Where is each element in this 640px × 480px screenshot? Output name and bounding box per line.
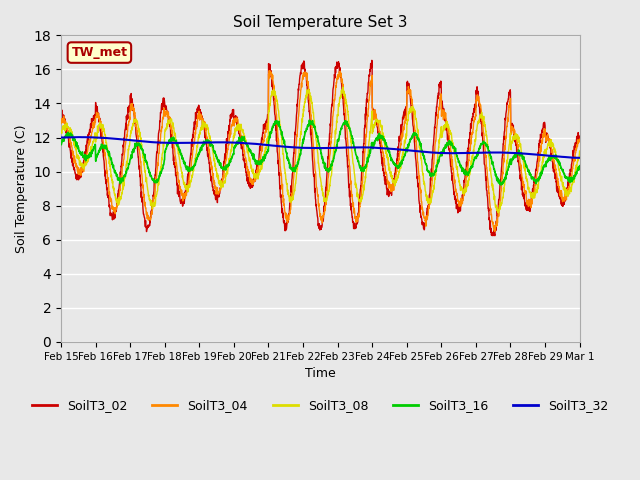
SoilT3_04 (266, 68, 273, 73)
SoilT3_32 (57, 134, 65, 140)
SoilT3_32 (347, 144, 355, 150)
SoilT3_08 (576, 148, 584, 154)
SoilT3_04 (202, 128, 209, 133)
SoilT3_02 (576, 135, 584, 141)
SoilT3_32 (530, 152, 538, 157)
SoilT3_16 (57, 142, 65, 147)
SoilT3_02 (335, 63, 343, 69)
SoilT3_04 (471, 116, 479, 121)
SoilT3_32 (471, 150, 479, 156)
SoilT3_16 (497, 182, 505, 188)
SoilT3_08 (57, 130, 65, 136)
SoilT3_02 (57, 108, 65, 114)
SoilT3_32 (576, 155, 584, 161)
SoilT3_32 (202, 140, 210, 145)
Line: SoilT3_32: SoilT3_32 (61, 137, 580, 158)
SoilT3_08 (202, 121, 209, 127)
SoilT3_08 (471, 142, 479, 147)
SoilT3_02 (489, 233, 497, 239)
SoilT3_08 (347, 135, 355, 141)
Line: SoilT3_08: SoilT3_08 (61, 87, 580, 213)
SoilT3_16 (347, 128, 355, 134)
SoilT3_16 (576, 163, 584, 168)
SoilT3_08 (335, 101, 343, 107)
X-axis label: Time: Time (305, 367, 336, 380)
SoilT3_04 (492, 228, 499, 234)
Line: SoilT3_16: SoilT3_16 (61, 120, 580, 185)
SoilT3_02 (368, 58, 376, 63)
SoilT3_16 (305, 117, 313, 123)
SoilT3_04 (335, 69, 343, 75)
SoilT3_04 (347, 177, 355, 183)
SoilT3_08 (531, 190, 538, 196)
SoilT3_04 (531, 188, 538, 194)
SoilT3_16 (335, 134, 343, 140)
SoilT3_16 (202, 139, 209, 145)
SoilT3_02 (545, 136, 552, 142)
SoilT3_02 (346, 200, 354, 206)
SoilT3_16 (531, 176, 538, 182)
Line: SoilT3_04: SoilT3_04 (61, 71, 580, 231)
SoilT3_04 (576, 136, 584, 142)
SoilT3_08 (495, 210, 502, 216)
Text: TW_met: TW_met (72, 46, 127, 59)
SoilT3_16 (545, 157, 552, 163)
SoilT3_04 (57, 120, 65, 126)
SoilT3_32 (75, 134, 83, 140)
Line: SoilT3_02: SoilT3_02 (61, 60, 580, 236)
SoilT3_32 (575, 155, 583, 161)
SoilT3_02 (202, 137, 209, 143)
Title: Soil Temperature Set 3: Soil Temperature Set 3 (233, 15, 408, 30)
Legend: SoilT3_02, SoilT3_04, SoilT3_08, SoilT3_16, SoilT3_32: SoilT3_02, SoilT3_04, SoilT3_08, SoilT3_… (27, 394, 614, 417)
SoilT3_08 (339, 84, 347, 90)
SoilT3_32 (545, 153, 552, 158)
SoilT3_02 (471, 107, 479, 113)
SoilT3_32 (335, 145, 343, 151)
SoilT3_08 (545, 143, 552, 148)
SoilT3_02 (531, 177, 538, 182)
SoilT3_16 (471, 156, 479, 161)
Y-axis label: Soil Temperature (C): Soil Temperature (C) (15, 124, 28, 253)
SoilT3_04 (545, 138, 552, 144)
